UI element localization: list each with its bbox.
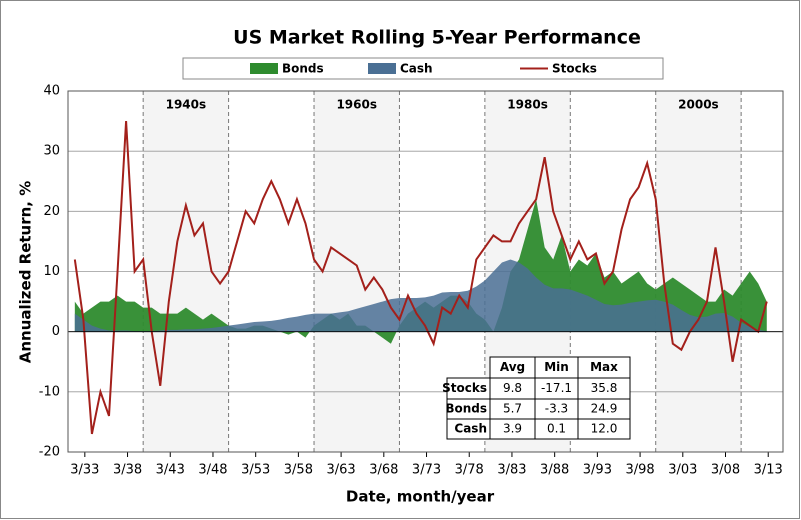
x-tick-label: 3/08	[711, 463, 740, 478]
decade-label: 1960s	[336, 98, 377, 112]
x-tick-label: 3/73	[412, 463, 441, 478]
legend-label: Stocks	[552, 62, 597, 76]
plot-border	[67, 90, 784, 453]
x-tick-label: 3/68	[369, 463, 398, 478]
x-tick-label: 3/58	[284, 463, 313, 478]
x-tick-label: 3/48	[198, 463, 227, 478]
y-tick-label: 30	[43, 144, 60, 159]
legend-label: Bonds	[282, 62, 324, 76]
x-axis-title: Date, month/year	[346, 488, 495, 506]
x-tick-label: 3/13	[754, 463, 783, 478]
x-tick-label: 3/98	[625, 463, 654, 478]
x-tick-label: 3/53	[241, 463, 270, 478]
y-tick-label: 0	[52, 324, 60, 339]
x-tick-label: 3/63	[326, 463, 355, 478]
legend-label: Cash	[400, 62, 433, 76]
table-cell: 12.0	[591, 422, 618, 436]
table-row-label: Bonds	[445, 402, 487, 416]
chart-title: US Market Rolling 5-Year Performance	[233, 27, 641, 49]
table-row-label: Cash	[454, 422, 487, 436]
table-header: Min	[544, 360, 569, 374]
table-cell: -17.1	[541, 381, 572, 395]
y-tick-label: 20	[43, 204, 60, 219]
legend-box	[182, 57, 664, 80]
table-cell: -3.3	[545, 402, 568, 416]
decade-label: 2000s	[678, 98, 719, 112]
x-tick-label: 3/83	[497, 463, 526, 478]
x-tick-label: 3/78	[455, 463, 484, 478]
table-row-label: Stocks	[442, 381, 487, 395]
table-header: Avg	[500, 360, 525, 374]
decade-label: 1980s	[507, 98, 548, 112]
x-tick-label: 3/03	[668, 463, 697, 478]
x-tick-label: 3/43	[156, 463, 185, 478]
table-header: Max	[590, 360, 618, 374]
y-tick-label: 40	[43, 84, 60, 99]
x-tick-label: 3/93	[583, 463, 612, 478]
table-cell: 5.7	[503, 402, 522, 416]
y-tick-label: -20	[39, 445, 60, 460]
line	[73, 121, 768, 435]
table-cell: 35.8	[591, 381, 618, 395]
legend-swatch	[368, 63, 396, 74]
table-cell: 9.8	[503, 381, 522, 395]
table-cell: 24.9	[591, 402, 618, 416]
table-bg	[446, 377, 631, 440]
x-tick-label: 3/38	[113, 463, 142, 478]
x-tick-label: 3/88	[540, 463, 569, 478]
area	[74, 259, 767, 332]
decade-label: 1940s	[166, 98, 207, 112]
table-cell: 3.9	[503, 422, 522, 436]
table-cell: 0.1	[547, 422, 566, 436]
y-axis-title: Annualized Return, %	[17, 181, 35, 364]
y-tick-label: -10	[39, 384, 60, 399]
y-tick-label: 10	[43, 264, 60, 279]
x-tick-label: 3/33	[70, 463, 99, 478]
legend-swatch	[250, 63, 278, 74]
